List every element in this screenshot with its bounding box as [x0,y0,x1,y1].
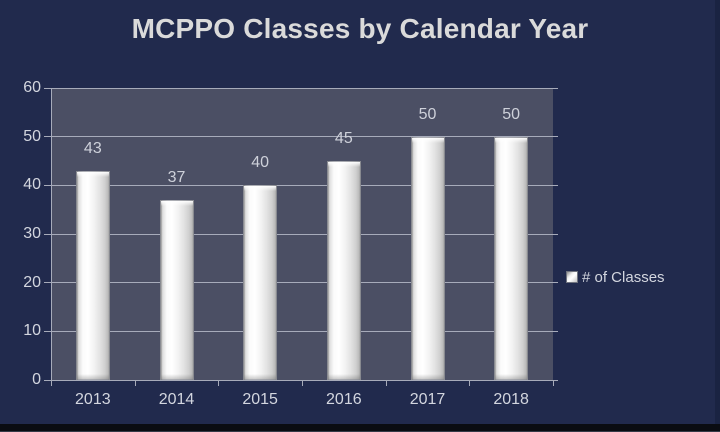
y-axis-tick-label: 50 [23,127,41,145]
bar-value-label: 45 [334,130,353,147]
x-axis-category-label: 2014 [158,391,195,408]
x-axis-tick [302,381,303,386]
bar-2013 [75,170,110,380]
legend: # of Classes [566,268,665,286]
right-edge-shadow [715,0,720,424]
y-axis-tick-label: 20 [23,273,41,291]
x-axis-tick [469,381,471,386]
bar-value-label: 40 [251,154,270,172]
x-axis-line [44,380,558,381]
legend-label: # of Classes [582,268,665,286]
x-axis-tick [218,381,220,386]
x-axis-tick [134,381,136,386]
chart-title: MCPPO Classes by Calendar Year [131,13,589,44]
y-axis-tick-label: 0 [32,371,41,388]
bottom-border-strip [0,424,720,432]
bar-value-label: 43 [83,139,102,157]
x-axis-category-label: 2016 [326,391,362,408]
y-axis-line [51,88,52,380]
gridline-y60 [44,87,558,89]
bar-2015 [243,185,278,380]
y-axis-tick-label: 40 [23,176,41,194]
gridline-y20 [44,282,558,284]
bar-value-label: 50 [418,105,437,123]
bar-2014 [159,199,194,380]
y-axis-tick-label: 60 [23,79,41,96]
x-axis-category-label: 2013 [75,391,111,408]
bar-2016 [326,161,361,380]
x-axis-category-label: 2015 [242,391,278,408]
gridline-y10 [44,330,558,332]
x-axis-category-label: 2017 [409,391,446,408]
bar-2018 [494,136,529,380]
x-axis-tick [553,381,554,386]
gridline-y40 [44,184,558,186]
y-axis-tick-label: 10 [23,322,41,340]
y-axis-tick-label: 30 [23,225,41,242]
series-swatch-icon [566,271,578,283]
bar-2017 [410,136,445,380]
gridline-y30 [44,233,558,235]
gridline-y50 [44,136,558,138]
x-axis-tick [385,381,387,386]
bar-value-label: 50 [502,105,521,123]
x-axis-tick [51,381,52,386]
bar-value-label: 37 [167,168,186,186]
x-axis-category-label: 2018 [493,391,529,408]
